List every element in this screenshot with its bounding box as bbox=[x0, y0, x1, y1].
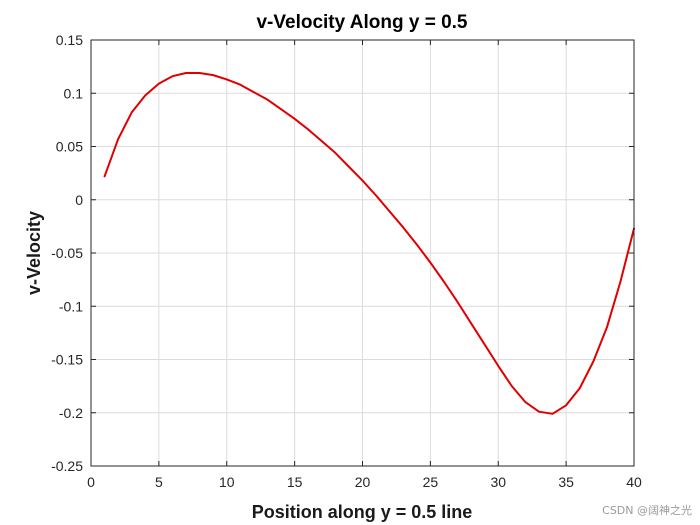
data-point bbox=[225, 78, 228, 81]
x-tick-label: 30 bbox=[490, 474, 506, 490]
ticks bbox=[90, 39, 635, 467]
x-tick-label: 0 bbox=[87, 474, 95, 490]
x-tick-label: 25 bbox=[423, 474, 439, 490]
x-tick-label: 40 bbox=[626, 474, 642, 490]
data-point bbox=[103, 175, 106, 178]
data-point bbox=[606, 326, 608, 329]
data-point bbox=[266, 98, 269, 101]
data-point bbox=[293, 118, 296, 120]
data-point bbox=[198, 72, 201, 74]
y-tick-label: 0 bbox=[75, 192, 83, 208]
x-tick-label: 15 bbox=[287, 474, 303, 490]
data-point bbox=[402, 226, 405, 229]
data-point bbox=[171, 75, 174, 78]
data-point bbox=[348, 165, 350, 168]
y-tick-label: 0.05 bbox=[56, 139, 83, 155]
data-point bbox=[239, 83, 242, 86]
data-point bbox=[185, 72, 187, 74]
tick-labels: 0 5 10 15 20 25 30 35 40 -0.25 -0.2 -0.15 -0.1 -0.05 0… bbox=[51, 32, 642, 490]
data-point bbox=[551, 413, 554, 415]
data-point bbox=[144, 94, 147, 97]
y-tick-label: -0.1 bbox=[59, 298, 83, 314]
data-point bbox=[212, 74, 214, 76]
x-tick-label: 35 bbox=[558, 474, 574, 490]
data-point bbox=[470, 322, 472, 325]
x-tick-label: 10 bbox=[219, 474, 235, 490]
data-point bbox=[375, 194, 377, 197]
data-point bbox=[592, 360, 595, 363]
y-tick-label: -0.15 bbox=[51, 352, 83, 368]
data-point bbox=[253, 91, 255, 93]
y-axis-title: v-Velocity bbox=[24, 211, 44, 295]
data-point bbox=[456, 301, 459, 303]
data-point bbox=[334, 152, 337, 154]
data-point bbox=[497, 365, 500, 367]
y-tick-label: 0.15 bbox=[56, 32, 83, 48]
y-tick-label: 0.1 bbox=[64, 85, 84, 101]
data-point bbox=[511, 385, 513, 387]
data-point bbox=[130, 111, 133, 114]
data-point bbox=[280, 108, 282, 111]
data-point bbox=[416, 243, 418, 246]
data-point bbox=[307, 128, 310, 131]
data-point bbox=[320, 140, 323, 142]
x-axis-title: Position along y = 0.5 line bbox=[252, 502, 473, 522]
x-tick-label: 5 bbox=[155, 474, 163, 490]
data-point bbox=[429, 261, 432, 264]
data-point bbox=[361, 179, 364, 182]
data-point bbox=[443, 280, 445, 283]
data-point bbox=[524, 401, 527, 403]
data-point bbox=[388, 210, 391, 213]
y-tick-label: -0.25 bbox=[51, 458, 83, 474]
chart-title: v-Velocity Along y = 0.5 bbox=[256, 12, 467, 33]
data-point bbox=[158, 82, 160, 85]
watermark: CSDN @阔神之光 bbox=[602, 503, 692, 517]
x-tick-label: 20 bbox=[355, 474, 371, 490]
data-point bbox=[538, 410, 540, 413]
series-line-v-velocity bbox=[103, 72, 635, 415]
data-point bbox=[565, 404, 567, 407]
data-point bbox=[483, 343, 486, 346]
data-point bbox=[578, 387, 581, 390]
y-tick-label: -0.05 bbox=[51, 245, 83, 261]
data-point bbox=[619, 280, 622, 283]
y-tick-label: -0.2 bbox=[59, 405, 83, 421]
data-point bbox=[117, 138, 119, 140]
series-layer bbox=[103, 72, 635, 415]
